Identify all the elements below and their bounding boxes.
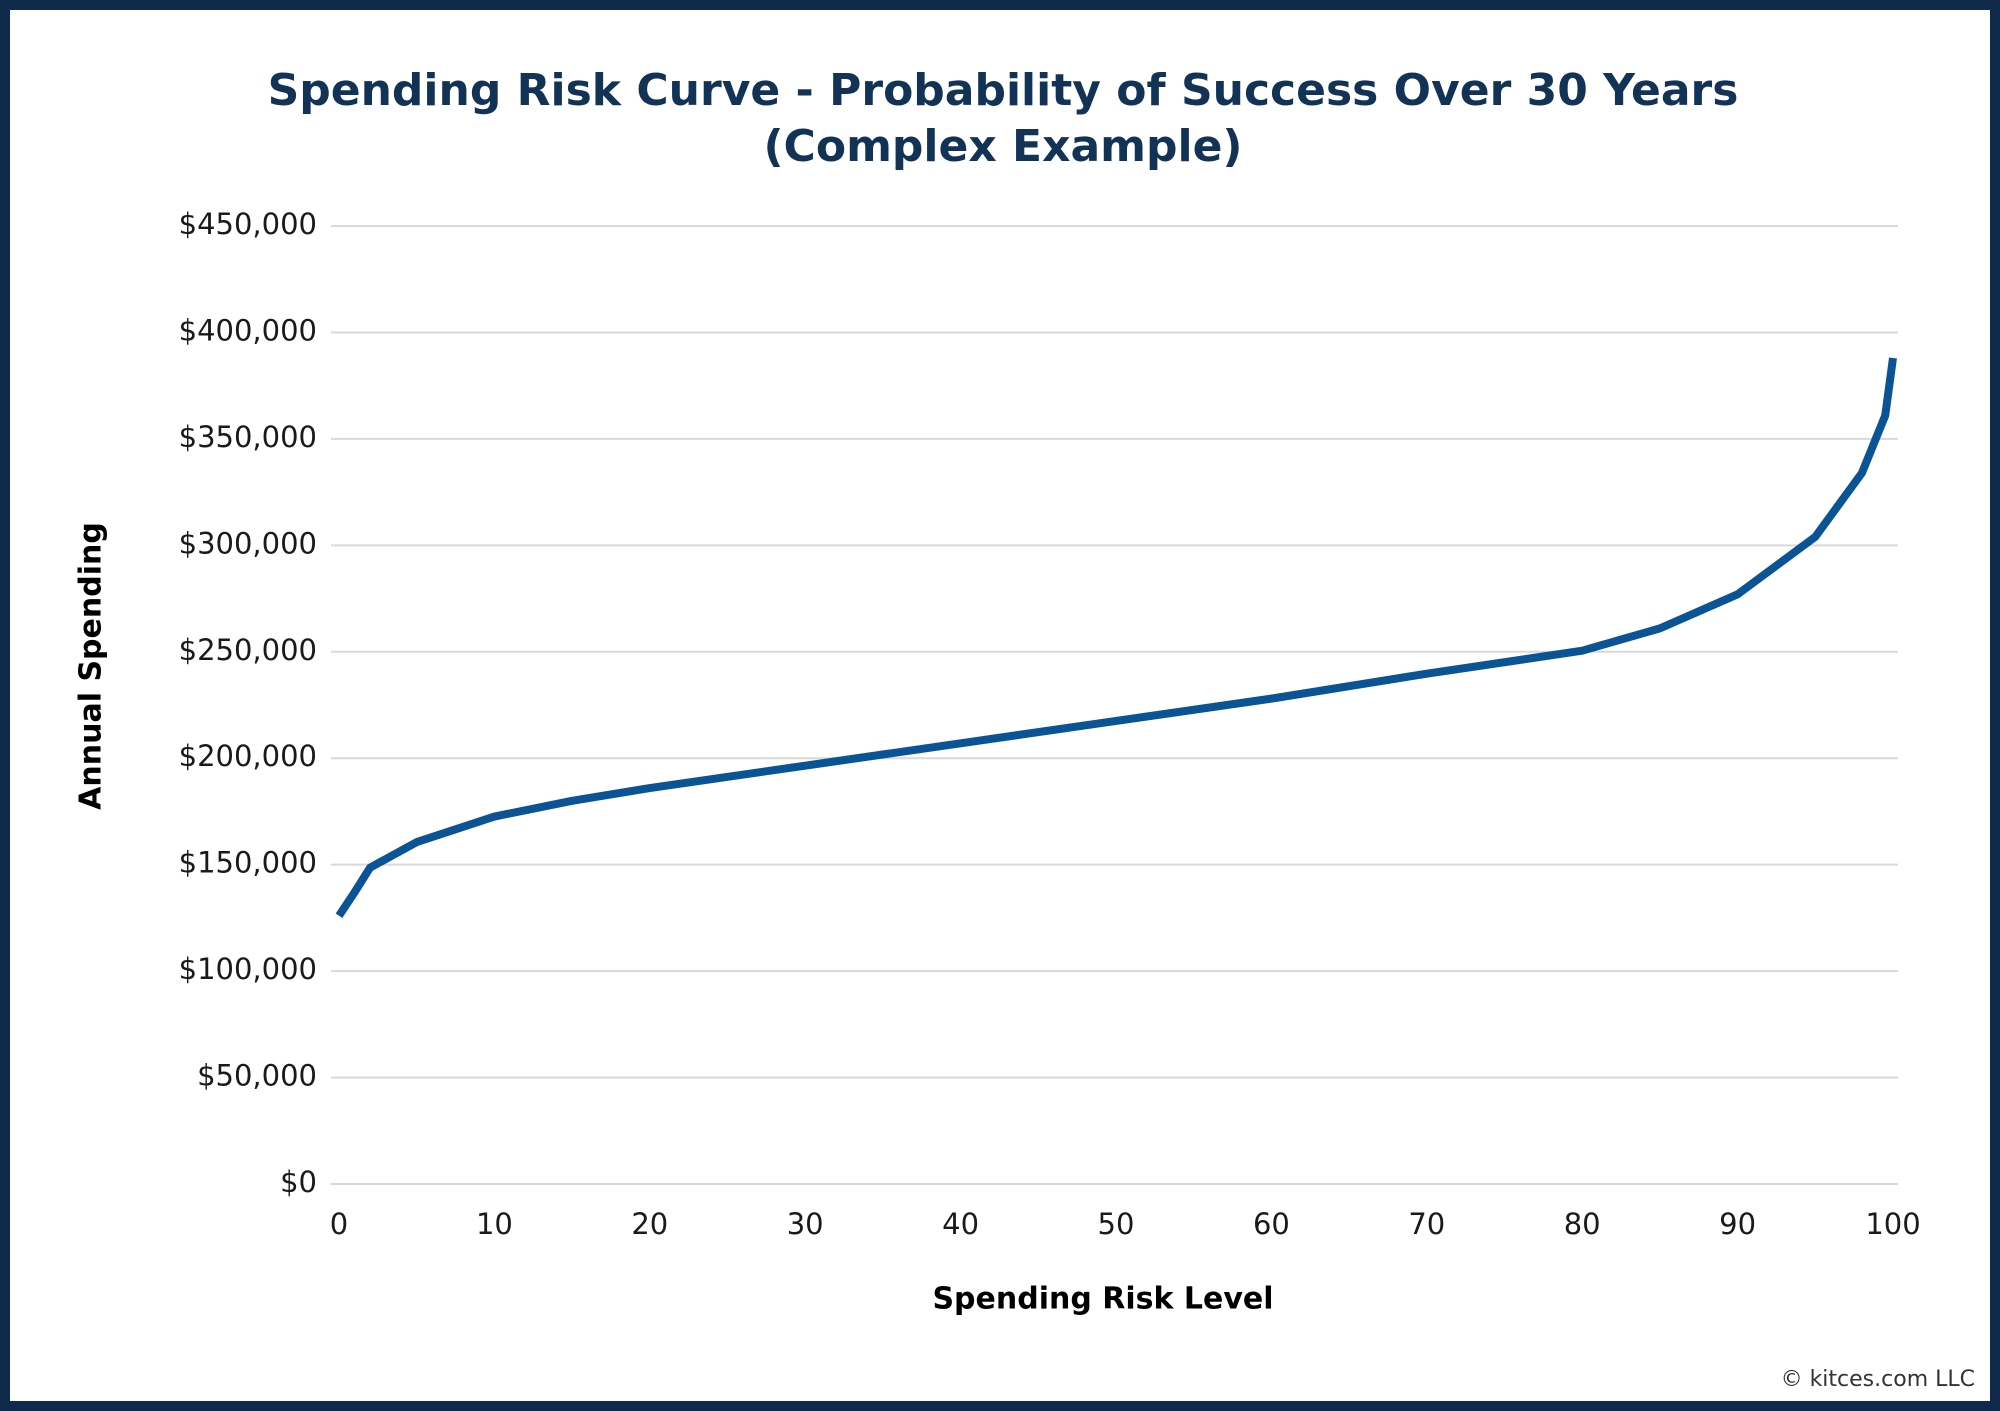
x-axis-label: Spending Risk Level bbox=[932, 1282, 1273, 1317]
y-tick-label: $250,000 bbox=[179, 633, 317, 667]
x-tick-label: 0 bbox=[330, 1207, 348, 1241]
chart-title: Spending Risk Curve - Probability of Suc… bbox=[268, 65, 1739, 116]
y-axis-label: Annual Spending bbox=[74, 522, 109, 810]
y-tick-label: $150,000 bbox=[179, 846, 317, 880]
x-tick-label: 90 bbox=[1719, 1207, 1756, 1241]
y-tick-label: $50,000 bbox=[197, 1059, 317, 1093]
chart-title: (Complex Example) bbox=[763, 121, 1242, 172]
y-tick-label: $300,000 bbox=[179, 526, 317, 560]
y-tick-label: $350,000 bbox=[179, 420, 317, 454]
x-tick-label: 30 bbox=[787, 1207, 824, 1241]
x-tick-label: 40 bbox=[942, 1207, 979, 1241]
x-tick-label: 80 bbox=[1564, 1207, 1601, 1241]
credit: © kitces.com LLC bbox=[1781, 1367, 1975, 1392]
y-tick-label: $200,000 bbox=[179, 739, 317, 773]
x-tick-label: 10 bbox=[476, 1207, 513, 1241]
x-tick-label: 50 bbox=[1098, 1207, 1135, 1241]
x-tick-label: 60 bbox=[1253, 1207, 1290, 1241]
x-tick-label: 100 bbox=[1865, 1207, 1920, 1241]
x-tick-label: 20 bbox=[631, 1207, 668, 1241]
data-line bbox=[335, 357, 1897, 918]
y-tick-label: $450,000 bbox=[179, 207, 317, 241]
x-tick-label: 70 bbox=[1408, 1207, 1445, 1241]
y-tick-label: $400,000 bbox=[179, 313, 317, 347]
y-tick-label: $100,000 bbox=[179, 952, 317, 986]
y-tick-label: $0 bbox=[280, 1165, 317, 1199]
